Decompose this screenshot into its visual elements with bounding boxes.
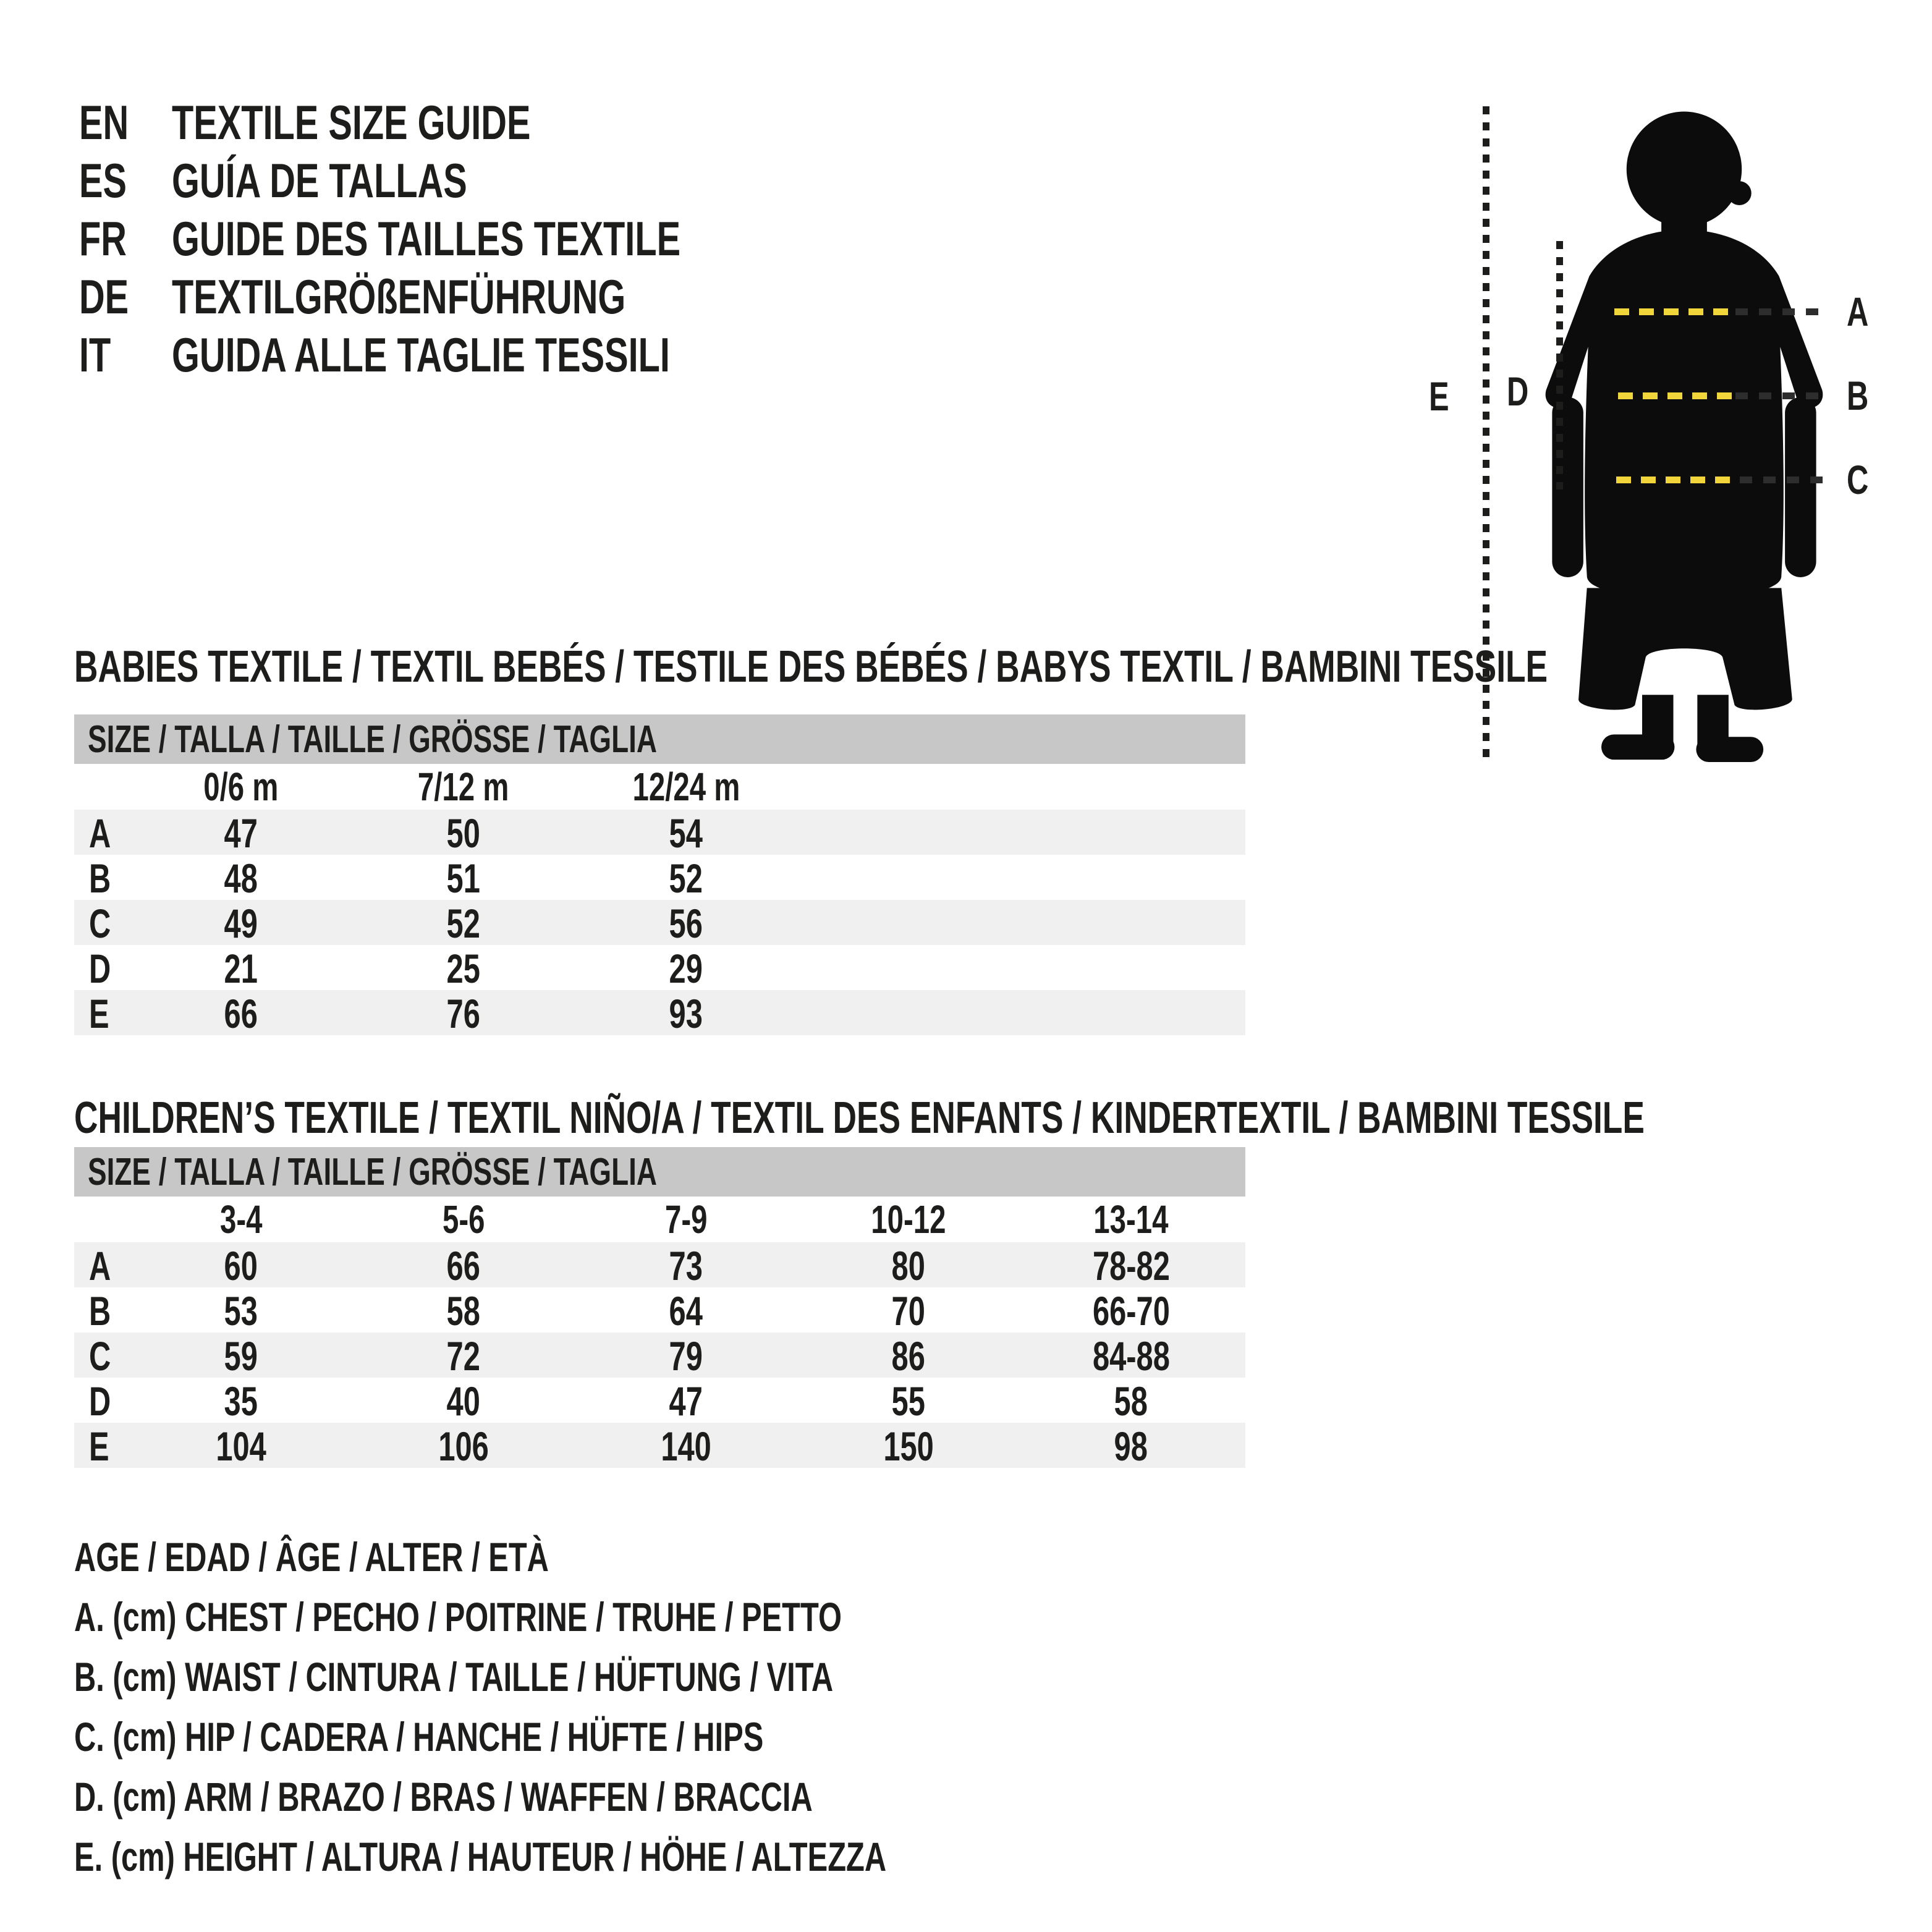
lang-title: GUIDE DES TAILLES TEXTILE	[172, 211, 681, 266]
measurement-legend: AGE / EDAD / ÂGE / ALTER / ETÀ A. (cm) C…	[74, 1527, 1172, 1886]
arm-label: D	[1507, 368, 1529, 414]
table-row: E 66 76 93	[74, 990, 1245, 1036]
lang-code: EN	[79, 95, 129, 150]
table-row: D 21 25 29	[89, 946, 703, 991]
lang-title: GUÍA DE TALLAS	[172, 153, 467, 208]
legend-chest: A. (cm) CHEST / PECHO / POITRINE / TRUHE…	[74, 1593, 842, 1640]
hip-line-yellow	[1616, 477, 1737, 483]
babies-col-0: 0/6 m	[203, 765, 279, 809]
children-column-headers: 3-4 5-6 7-9 10-12 13-14	[74, 1197, 1245, 1242]
lang-row-it: IT GUIDA ALLE TAGLIE TESSILI	[79, 326, 859, 384]
children-col-2: 7-9	[664, 1197, 708, 1242]
babies-size-table: SIZE / TALLA / TAILLE / GRÖSSE / TAGLIA …	[74, 714, 1245, 1036]
lang-row-fr: FR GUIDE DES TAILLES TEXTILE	[79, 210, 859, 268]
babies-col-1: 7/12 m	[418, 765, 509, 809]
legend-waist: B. (cm) WAIST / CINTURA / TAILLE / HÜFTU…	[74, 1653, 834, 1700]
height-measure-line	[1483, 106, 1489, 763]
waist-line-dark	[1735, 392, 1828, 399]
table-row: C 49 52 56	[74, 900, 1245, 946]
children-col-0: 3-4	[219, 1197, 263, 1242]
table-row: C 59 72 79 86 84-88	[74, 1332, 1245, 1379]
children-col-4: 13-14	[1093, 1197, 1169, 1242]
child-silhouette-icon	[1545, 111, 1823, 762]
children-section-title: CHILDREN’S TEXTILE / TEXTIL NIÑO/A / TEX…	[74, 1093, 1645, 1143]
waist-label: B	[1847, 373, 1869, 418]
arm-measure-line	[1556, 241, 1563, 489]
chest-line-dark	[1735, 308, 1828, 315]
table-row: B 48 51 52	[89, 855, 703, 901]
table-row: D 35 40 47 55 58	[89, 1378, 1148, 1424]
legend-hip: C. (cm) HIP / CADERA / HANCHE / HÜFTE / …	[74, 1713, 764, 1760]
lang-title: TEXTILGRÖßENFÜHRUNG	[172, 269, 626, 324]
table-row: E 104 106 140 150 98	[74, 1423, 1245, 1469]
table-row: B 53 58 64 70 66-70	[89, 1288, 1170, 1334]
lang-row-en: EN TEXTILE SIZE GUIDE	[79, 93, 859, 151]
legend-height: E. (cm) HEIGHT / ALTURA / HAUTEUR / HÖHE…	[74, 1833, 887, 1879]
babies-column-headers: 0/6 m 7/12 m 12/24 m	[74, 764, 1245, 810]
hip-label: C	[1847, 457, 1869, 502]
lang-row-de: DE TEXTILGRÖßENFÜHRUNG	[79, 268, 859, 326]
legend-arm: D. (cm) ARM / BRAZO / BRAS / WAFFEN / BR…	[74, 1773, 813, 1820]
lang-code: FR	[79, 211, 127, 266]
lang-code: IT	[79, 327, 111, 382]
babies-col-2: 12/24 m	[632, 765, 740, 809]
lang-code: DE	[79, 269, 129, 324]
lang-title: TEXTILE SIZE GUIDE	[172, 95, 531, 150]
chest-label: A	[1847, 289, 1869, 334]
waist-line-yellow	[1618, 392, 1733, 399]
children-col-3: 10-12	[871, 1197, 946, 1242]
language-title-list: EN TEXTILE SIZE GUIDE ES GUÍA DE TALLAS …	[79, 93, 859, 384]
lang-row-es: ES GUÍA DE TALLAS	[79, 151, 859, 210]
chest-line-yellow	[1614, 308, 1733, 315]
babies-section-title: BABIES TEXTILE / TEXTIL BEBÉS / TESTILE …	[74, 642, 1548, 692]
table-row: A 47 50 54	[74, 810, 1245, 856]
babies-size-header-band: SIZE / TALLA / TAILLE / GRÖSSE / TAGLIA	[74, 714, 1245, 764]
table-row: A 60 66 73 80 78-82	[74, 1242, 1245, 1289]
lang-code: ES	[79, 153, 127, 208]
lang-title: GUIDA ALLE TAGLIE TESSILI	[172, 327, 670, 382]
height-label: E	[1429, 373, 1449, 419]
children-size-table: SIZE / TALLA / TAILLE / GRÖSSE / TAGLIA …	[74, 1147, 1245, 1469]
legend-age: AGE / EDAD / ÂGE / ALTER / ETÀ	[74, 1533, 549, 1580]
children-col-1: 5-6	[442, 1197, 485, 1242]
hip-line-dark	[1740, 477, 1829, 483]
children-size-header-band: SIZE / TALLA / TAILLE / GRÖSSE / TAGLIA	[74, 1147, 1245, 1197]
